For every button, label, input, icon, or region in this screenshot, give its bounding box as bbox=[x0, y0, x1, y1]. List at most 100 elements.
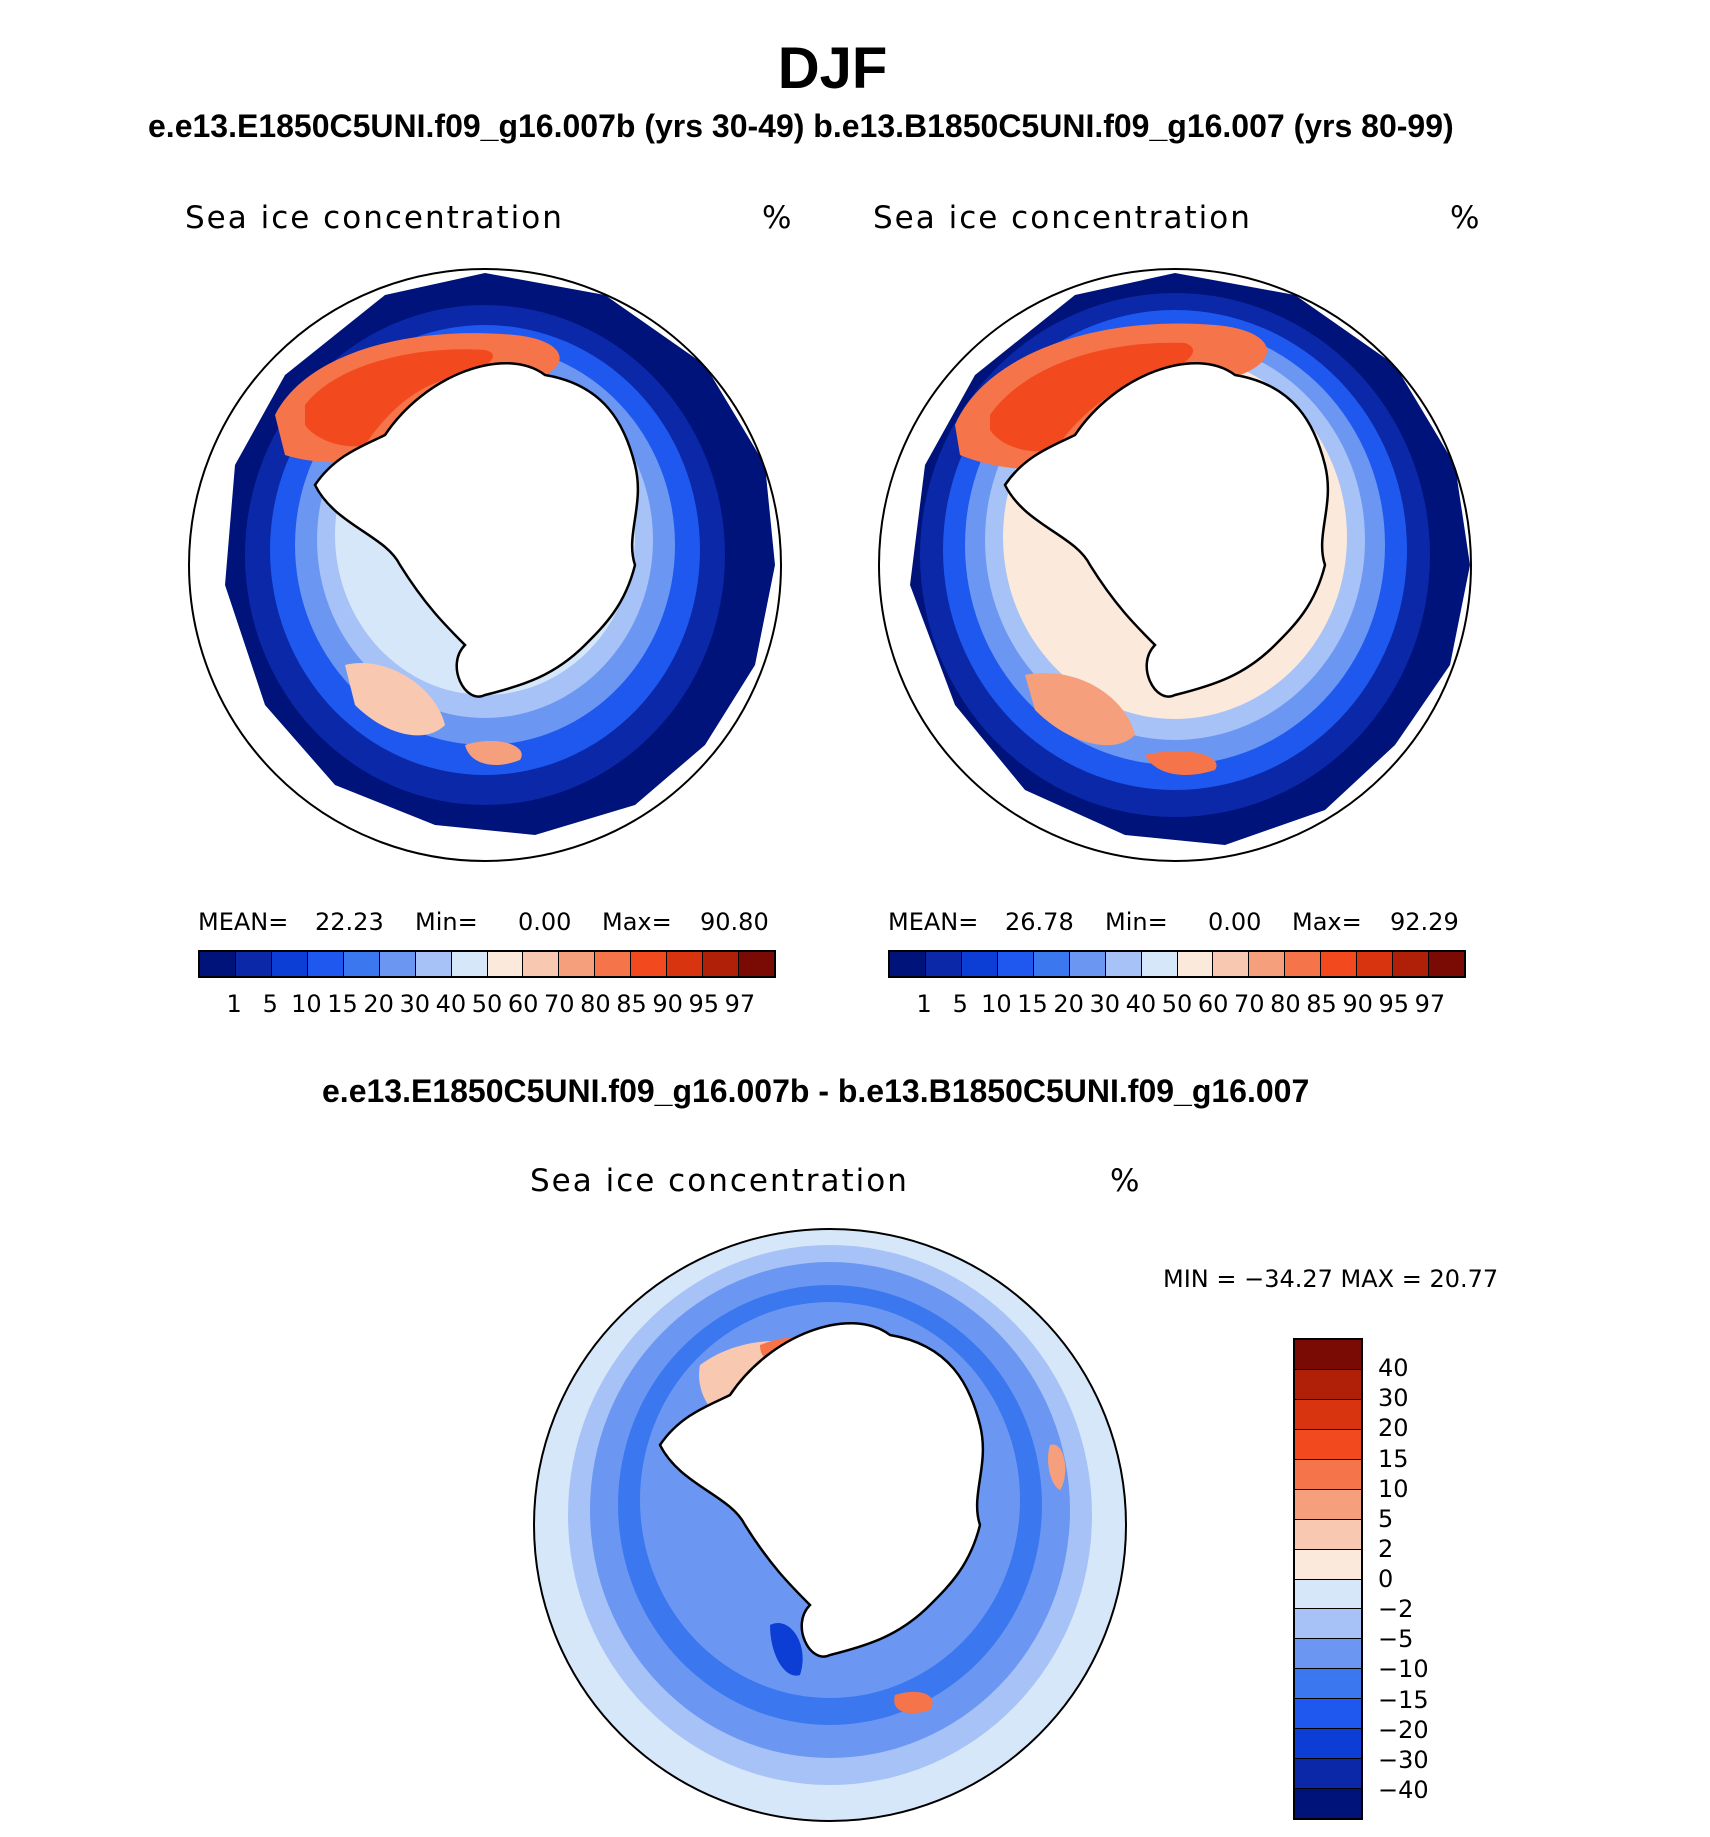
diff-variable-label: Sea ice concentration bbox=[530, 1163, 909, 1199]
left-colorbar-tick-label: 40 bbox=[435, 990, 467, 1018]
right-colorbar-segment bbox=[890, 952, 926, 976]
left-mean-value: 22.23 bbox=[315, 908, 384, 936]
diff-colorbar-segment bbox=[1295, 1489, 1361, 1520]
diff-colorbar-segment bbox=[1295, 1759, 1361, 1790]
left-ross-sea-core bbox=[465, 740, 522, 765]
diff-colorbar-tick-label: −40 bbox=[1378, 1775, 1429, 1804]
right-colorbar-tick-label: 95 bbox=[1378, 990, 1410, 1018]
diff-ross-negative bbox=[770, 1623, 803, 1676]
left-colorbar-segment bbox=[631, 952, 668, 976]
right-colorbar-segment bbox=[961, 952, 998, 976]
right-polar-map bbox=[878, 268, 1472, 862]
right-mean-value: 26.78 bbox=[1005, 908, 1074, 936]
right-colorbar-segment bbox=[1033, 952, 1070, 976]
difference-colorbar bbox=[1293, 1338, 1363, 1820]
left-max-value: 90.80 bbox=[700, 908, 769, 936]
left-colorbar-tick-label: 15 bbox=[327, 990, 358, 1018]
diff-colorbar-segment bbox=[1295, 1399, 1361, 1430]
left-antarctica bbox=[313, 361, 640, 698]
right-colorbar-tick-label: 90 bbox=[1342, 990, 1373, 1018]
right-colorbar-segment bbox=[997, 952, 1034, 976]
right-colorbar-tick-label: 70 bbox=[1233, 990, 1265, 1018]
comparison-subtitle: e.e13.E1850C5UNI.f09_g16.007b (yrs 30-49… bbox=[148, 108, 1454, 144]
right-colorbar-segment bbox=[1141, 952, 1178, 976]
right-colorbar-segment bbox=[1177, 952, 1214, 976]
left-colorbar bbox=[198, 950, 776, 978]
diff-colorbar-tick-label: 40 bbox=[1378, 1354, 1409, 1383]
left-colorbar-tick-label: 5 bbox=[262, 990, 278, 1018]
right-colorbar-segment bbox=[1429, 952, 1464, 976]
right-colorbar-tick-label: 97 bbox=[1414, 990, 1446, 1018]
left-variable-label: Sea ice concentration bbox=[185, 200, 564, 236]
left-colorbar-tick-label: 90 bbox=[652, 990, 683, 1018]
right-max-label: Max= bbox=[1292, 908, 1362, 936]
left-colorbar-tick-label: 95 bbox=[688, 990, 720, 1018]
left-min-label: Min= bbox=[415, 908, 478, 936]
right-min-label: Min= bbox=[1105, 908, 1168, 936]
right-colorbar-tick-label: 5 bbox=[952, 990, 968, 1018]
left-colorbar-ticks: 1 5 10 15 20 30 40 50 60 70 80 85 90 95 97 bbox=[198, 990, 776, 1020]
left-polar-map bbox=[188, 268, 782, 862]
left-colorbar-segment bbox=[523, 952, 560, 976]
right-colorbar-segment bbox=[925, 952, 962, 976]
right-colorbar-tick-label: 40 bbox=[1125, 990, 1157, 1018]
right-variable-label: Sea ice concentration bbox=[873, 200, 1252, 236]
right-colorbar-segment bbox=[1285, 952, 1322, 976]
diff-colorbar-tick-label: 5 bbox=[1378, 1504, 1394, 1533]
right-colorbar-segment bbox=[1213, 952, 1250, 976]
diff-colorbar-tick-label: −20 bbox=[1378, 1715, 1429, 1744]
diff-colorbar-segment bbox=[1295, 1579, 1361, 1610]
left-weddell-core bbox=[305, 349, 494, 447]
left-colorbar-segment bbox=[235, 952, 272, 976]
right-colorbar-segment bbox=[1321, 952, 1358, 976]
right-colorbar-segment bbox=[1393, 952, 1430, 976]
figure-title: DJF bbox=[777, 36, 888, 101]
diff-colorbar-segment bbox=[1295, 1729, 1361, 1760]
left-colorbar-tick-label: 50 bbox=[471, 990, 503, 1018]
left-units-label: % bbox=[762, 200, 794, 236]
left-mean-label: MEAN= bbox=[198, 908, 289, 936]
right-min-value: 0.00 bbox=[1208, 908, 1262, 936]
left-colorbar-tick-label: 10 bbox=[291, 990, 322, 1018]
diff-colorbar-segment bbox=[1295, 1429, 1361, 1460]
diff-colorbar-segment bbox=[1295, 1549, 1361, 1580]
left-colorbar-segment bbox=[379, 952, 416, 976]
diff-colorbar-segment bbox=[1295, 1789, 1361, 1818]
left-colorbar-segment bbox=[739, 952, 774, 976]
diff-east-positive bbox=[1048, 1444, 1066, 1490]
left-colorbar-tick-label: 20 bbox=[363, 990, 394, 1018]
left-colorbar-tick-label: 97 bbox=[724, 990, 756, 1018]
left-colorbar-segment bbox=[559, 952, 596, 976]
right-mean-label: MEAN= bbox=[888, 908, 979, 936]
diff-colorbar-tick-label: 20 bbox=[1378, 1414, 1409, 1443]
right-ross-sea-ice bbox=[1025, 673, 1135, 746]
diff-colorbar-tick-label: 2 bbox=[1378, 1534, 1394, 1563]
left-colorbar-segment bbox=[307, 952, 344, 976]
right-ross-sea-core bbox=[1145, 750, 1217, 775]
diff-colorbar-segment bbox=[1295, 1459, 1361, 1490]
right-colorbar-tick-label: 20 bbox=[1053, 990, 1084, 1018]
right-colorbar-segment bbox=[1105, 952, 1142, 976]
diff-colorbar-segment bbox=[1295, 1340, 1361, 1370]
diff-colorbar-tick-label: 30 bbox=[1378, 1384, 1409, 1413]
left-colorbar-segment bbox=[595, 952, 632, 976]
diff-units-label: % bbox=[1110, 1163, 1142, 1199]
right-colorbar-tick-label: 30 bbox=[1089, 990, 1121, 1018]
left-colorbar-tick-label: 60 bbox=[507, 990, 539, 1018]
right-colorbar-ticks: 1 5 10 15 20 30 40 50 60 70 80 85 90 95 97 bbox=[888, 990, 1466, 1020]
left-colorbar-segment bbox=[415, 952, 452, 976]
difference-colorbar-ticks: 40 30 20 15 10 5 2 0 −2 −5 −10 −15 −20 −30 −40 bbox=[1378, 1338, 1458, 1820]
right-colorbar-tick-label: 1 bbox=[916, 990, 932, 1018]
right-colorbar bbox=[888, 950, 1466, 978]
right-colorbar-tick-label: 10 bbox=[981, 990, 1012, 1018]
right-colorbar-tick-label: 15 bbox=[1017, 990, 1048, 1018]
right-colorbar-tick-label: 50 bbox=[1161, 990, 1193, 1018]
left-colorbar-tick-label: 30 bbox=[399, 990, 431, 1018]
left-max-label: Max= bbox=[602, 908, 672, 936]
diff-min-max: MIN = −34.27 MAX = 20.77 bbox=[1163, 1265, 1499, 1293]
left-colorbar-segment bbox=[667, 952, 704, 976]
right-colorbar-tick-label: 80 bbox=[1270, 990, 1301, 1018]
left-min-value: 0.00 bbox=[518, 908, 572, 936]
diff-colorbar-tick-label: −10 bbox=[1378, 1655, 1429, 1684]
diff-colorbar-segment bbox=[1295, 1639, 1361, 1670]
